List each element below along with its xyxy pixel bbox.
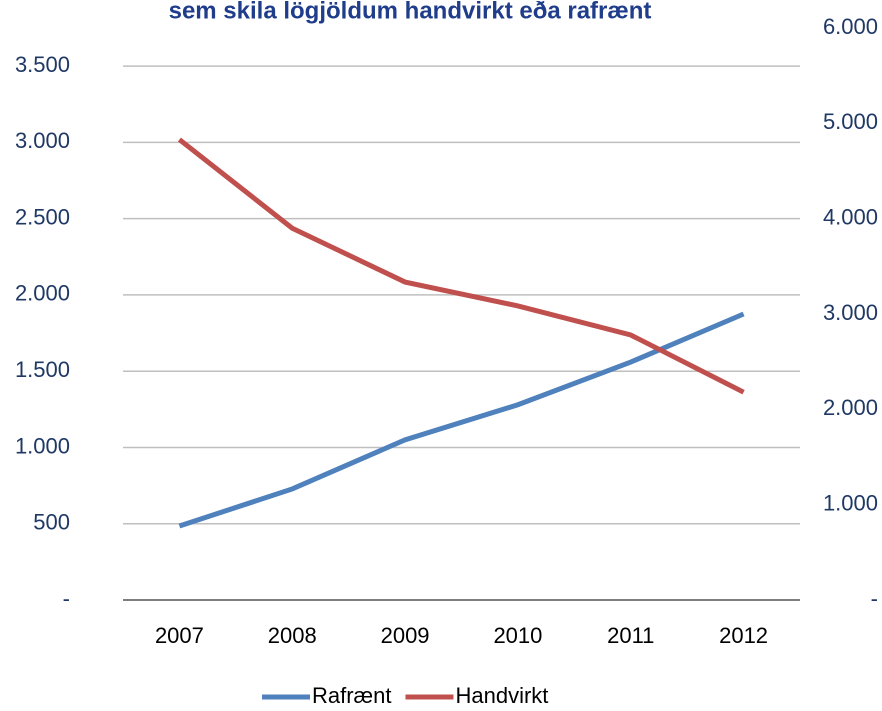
y-tick-label: 1.500 bbox=[15, 357, 70, 382]
y-tick-label: - bbox=[63, 586, 70, 611]
x-tick-label: 2008 bbox=[268, 623, 317, 648]
line-series bbox=[177, 137, 745, 395]
legend-label: Handvirkt bbox=[455, 683, 548, 708]
y-tick-label: 2.500 bbox=[15, 204, 70, 229]
line-series bbox=[178, 311, 745, 529]
chart-title: sem skila lögjöldum handvirkt eða rafræn… bbox=[169, 0, 652, 24]
y2-tick-label: - bbox=[871, 586, 878, 611]
x-tick-label: 2010 bbox=[493, 623, 542, 648]
y-tick-label: 3.500 bbox=[15, 52, 70, 77]
legend-label: Rafrænt bbox=[312, 683, 391, 708]
y-tick-label: 3.000 bbox=[15, 128, 70, 153]
y2-tick-label: 5.000 bbox=[823, 109, 878, 134]
x-tick-label: 2007 bbox=[155, 623, 204, 648]
y2-tick-label: 3.000 bbox=[823, 300, 878, 325]
x-tick-label: 2012 bbox=[719, 623, 768, 648]
y-tick-label: 2.000 bbox=[15, 281, 70, 306]
y2-tick-label: 6.000 bbox=[823, 14, 878, 39]
x-tick-label: 2011 bbox=[607, 623, 654, 648]
y-tick-label: 500 bbox=[33, 510, 70, 535]
y2-tick-label: 1.000 bbox=[823, 490, 878, 515]
y-tick-label: 1.000 bbox=[15, 433, 70, 458]
y2-tick-label: 2.000 bbox=[823, 395, 878, 420]
y2-tick-label: 4.000 bbox=[823, 204, 878, 229]
x-tick-label: 2009 bbox=[381, 623, 430, 648]
